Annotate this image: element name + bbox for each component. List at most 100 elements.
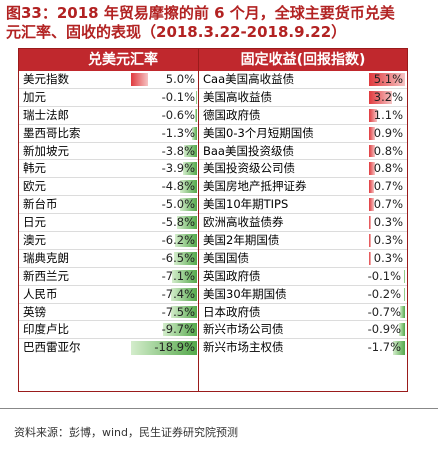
fx-bar-zone [131, 323, 197, 337]
fx-row-name: 日元 [23, 215, 46, 230]
fx-row-name: 印度卢比 [23, 322, 69, 337]
fx-row: 巴西雷亚尔 -18.9% [19, 339, 227, 357]
fx-bar-zone [131, 108, 197, 122]
fx-row-name: 人民币 [23, 286, 58, 301]
fx-row: 人民币 -7.4% [19, 286, 227, 304]
fixed-income-bar [400, 305, 405, 319]
fx-bar [192, 126, 197, 140]
fx-bar [171, 287, 197, 301]
fx-bar [170, 305, 197, 319]
fx-bar-zone [131, 90, 197, 104]
fixed-income-bar [369, 162, 375, 176]
fixed-income-bar-zone [369, 287, 405, 301]
fx-bar [175, 234, 197, 247]
fixed-income-bar-zone [369, 90, 405, 104]
fx-value-label: -6.5% [161, 250, 195, 265]
fixed-income-bar [369, 251, 372, 265]
fixed-income-value-label: 0.7% [373, 197, 403, 212]
fx-bar-zone [131, 305, 197, 319]
fx-row-name: 美元指数 [23, 72, 69, 86]
page-title: 图33：2018 年贸易摩擦的前 6 个月，全球主要货币兑美 元汇率、固收的表现… [6, 4, 434, 42]
fx-bar [194, 108, 197, 122]
fixed-income-bar [369, 198, 374, 212]
fixed-income-row: Caa美国高收益债 5.1% [199, 71, 407, 89]
fx-row: 印度卢比 -9.7% [19, 321, 227, 340]
fixed-income-value-label: -0.7% [367, 304, 401, 319]
fixed-income-table-header: 固定收益(回报指数) [199, 49, 407, 71]
fixed-income-value-label: 0.3% [373, 233, 403, 248]
fixed-income-bar [369, 216, 372, 230]
fixed-income-bar [369, 144, 375, 158]
fixed-income-value-label: 5.1% [373, 72, 403, 86]
fixed-income-row: 欧洲高收益债券 0.3% [199, 214, 407, 233]
fixed-income-bar [369, 180, 374, 194]
fixed-income-bar [404, 269, 405, 283]
fixed-income-bar [369, 73, 405, 86]
fx-bar [176, 216, 197, 230]
fixed-income-bar-zone [369, 216, 405, 230]
fixed-income-bar [369, 234, 372, 247]
fx-bar-zone [131, 144, 197, 158]
fixed-income-value-label: -0.9% [367, 322, 401, 337]
fixed-income-value-label: -0.1% [367, 268, 401, 283]
fixed-income-bar-zone [369, 198, 405, 212]
fx-table: 兑美元汇率 美元指数 5.0% 加元 -0.1% 瑞士法郎 -0.6% 墨西哥比索 -1.3%… [18, 48, 228, 392]
fx-value-label: -4.8% [161, 179, 195, 194]
fx-row: 瑞士法郎 -0.6% [19, 107, 227, 125]
fx-bar-zone [131, 198, 197, 212]
fx-bar [183, 144, 197, 158]
fixed-income-row-name: 美国投资级公司债 [203, 161, 295, 176]
fx-value-label: -1.3% [161, 125, 195, 140]
fixed-income-bar-zone [369, 234, 405, 247]
fx-row-name: 瑞典克朗 [23, 250, 69, 265]
fx-bar [180, 180, 197, 194]
fx-row-name: 瑞士法郎 [23, 107, 69, 122]
fixed-income-row: Baa美国投资级债 0.8% [199, 143, 407, 161]
fx-row: 新西兰元 -7.1% [19, 268, 227, 286]
fx-bar-zone [131, 341, 197, 356]
fixed-income-row-name: Baa美国投资级债 [203, 143, 294, 158]
fixed-income-bar-zone [369, 108, 405, 122]
fx-row-name: 韩元 [23, 161, 46, 176]
fx-value-label: -6.2% [161, 233, 195, 248]
fixed-income-value-label: 0.8% [373, 161, 403, 176]
fx-bar [196, 90, 197, 104]
fixed-income-row: 美国高收益债 3.2% [199, 89, 407, 107]
source-note: 资料来源：彭博，wind，民生证券研究院预测 [14, 426, 239, 439]
fx-row: 新台币 -5.0% [19, 196, 227, 215]
fixed-income-value-label: -1.7% [367, 340, 401, 355]
fixed-income-bar [369, 108, 377, 122]
fixed-income-bar-zone [369, 251, 405, 265]
fixed-income-row-name: 美国0-3个月短期国债 [203, 125, 314, 140]
fixed-income-row-name: 日本政府债 [203, 304, 261, 319]
fx-bar [131, 341, 197, 356]
fixed-income-row-name: 新兴市场公司债 [203, 322, 284, 337]
fx-row-name: 巴西雷亚尔 [23, 340, 81, 355]
fixed-income-bar-zone [369, 126, 405, 140]
fixed-income-row: 美国0-3个月短期国债 0.9% [199, 125, 407, 143]
fx-bar [174, 251, 197, 265]
fx-row: 墨西哥比索 -1.3% [19, 125, 227, 143]
fixed-income-value-label: 3.2% [373, 89, 403, 104]
fx-value-label: -9.7% [161, 322, 195, 337]
fx-value-label: -3.8% [161, 143, 195, 158]
fx-value-label: -5.8% [161, 215, 195, 230]
fixed-income-row-name: 美国2年期国债 [203, 233, 280, 248]
fixed-income-row: 美国30年期国债 -0.2% [199, 286, 407, 304]
fx-bar-zone [131, 180, 197, 194]
fx-bar [179, 198, 197, 212]
title-line-2: 元汇率、固收的表现（2018.3.22-2018.9.22） [6, 23, 347, 41]
fx-row-name: 加元 [23, 89, 46, 104]
fx-bar-zone [131, 269, 197, 283]
fixed-income-row: 德国政府债 1.1% [199, 107, 407, 125]
fixed-income-bar-zone [369, 323, 405, 337]
fx-row: 瑞典克朗 -6.5% [19, 250, 227, 268]
fx-row: 美元指数 5.0% [19, 71, 227, 89]
fx-bar [163, 323, 197, 337]
fixed-income-row: 新兴市场主权债 -1.7% [199, 339, 407, 357]
fx-bar-zone [131, 216, 197, 230]
fixed-income-row-name: Caa美国高收益债 [203, 72, 295, 86]
fx-row-name: 英镑 [23, 304, 46, 319]
footer-divider [0, 408, 438, 409]
fx-row-name: 新西兰元 [23, 268, 69, 283]
